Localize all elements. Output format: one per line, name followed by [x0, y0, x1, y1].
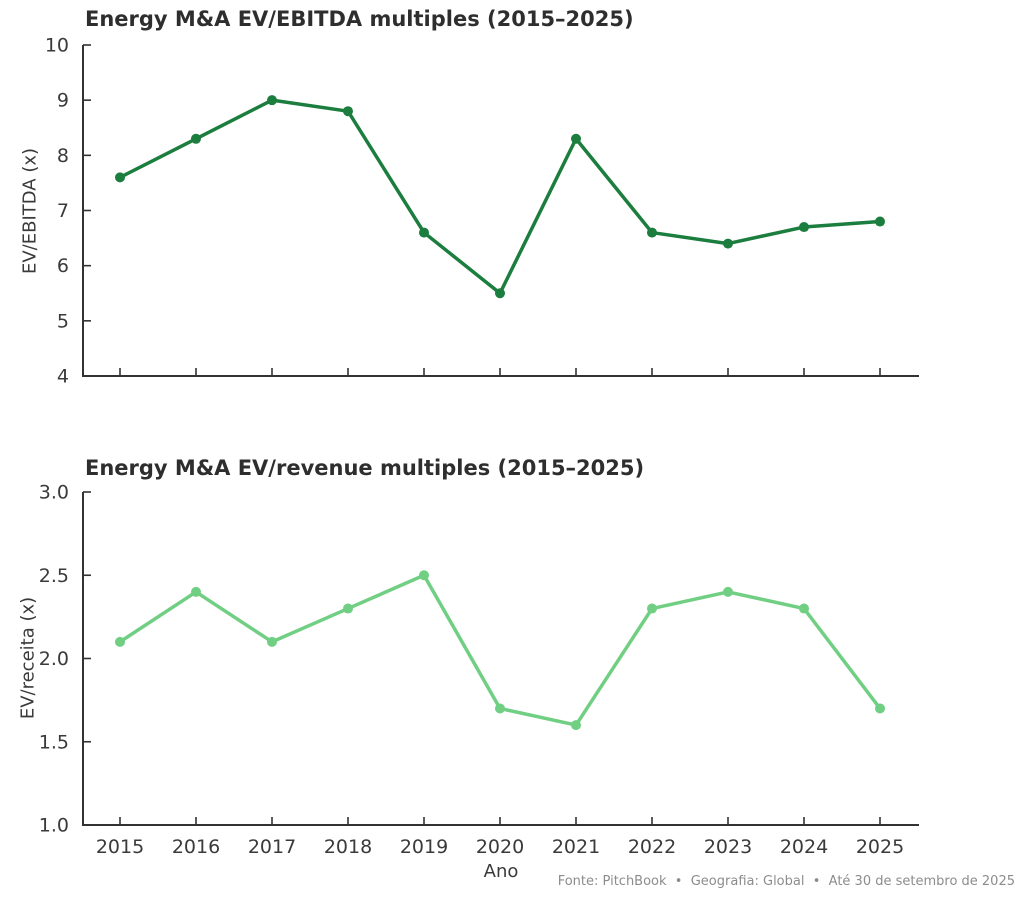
data-point-marker — [115, 636, 125, 647]
y-tick-label: 1.5 — [39, 731, 69, 753]
data-point-marker — [875, 216, 885, 227]
revenue-chart-plot: 1.0 1.5 2.0 2.5 3.0 2015 2016 2017 2018 2019 2020 2… — [39, 482, 919, 858]
revenue-chart-title: Energy M&A EV/revenue multiples (2015–20… — [85, 456, 645, 480]
data-point-marker — [115, 172, 125, 183]
data-point-marker — [799, 603, 809, 614]
data-point-marker — [647, 227, 657, 238]
data-point-marker — [799, 222, 809, 233]
x-tick-label: 2025 — [856, 836, 904, 858]
data-point-marker — [191, 133, 201, 144]
y-tick-label: 5 — [57, 310, 69, 332]
data-point-marker — [419, 570, 429, 581]
data-point-marker — [647, 603, 657, 614]
data-point-marker — [419, 227, 429, 238]
x-tick-label: 2019 — [400, 836, 448, 858]
revenue-y-axis-label: EV/receita (x) — [17, 596, 39, 720]
y-tick-label: 2.0 — [39, 648, 69, 670]
data-point-marker — [571, 133, 581, 144]
x-tick-label: 2016 — [172, 836, 220, 858]
y-tick-label: 3.0 — [39, 482, 69, 504]
data-point-marker — [191, 586, 201, 597]
y-tick-label: 8 — [57, 145, 69, 167]
x-tick-label: 2020 — [476, 836, 524, 858]
data-point-marker — [723, 238, 733, 249]
y-tick-label: 2.5 — [39, 565, 69, 587]
data-point-marker — [343, 106, 353, 117]
y-tick-label: 6 — [57, 255, 69, 277]
x-tick-label: 2023 — [704, 836, 752, 858]
x-tick-label: 2024 — [780, 836, 828, 858]
y-tick-label: 9 — [57, 90, 69, 112]
source-footnote: Fonte: PitchBook • Geografia: Global • A… — [557, 874, 1015, 889]
series-line — [118, 98, 882, 295]
data-point-marker — [495, 703, 505, 714]
x-tick-label: 2015 — [96, 836, 144, 858]
ebitda-chart-plot: 4 5 6 7 8 9 10 — [45, 35, 919, 388]
data-point-marker — [571, 720, 581, 731]
x-axis-label: Ano — [483, 861, 519, 882]
series-line — [118, 573, 882, 727]
data-point-marker — [875, 703, 885, 714]
data-point-marker — [267, 95, 277, 106]
data-point-marker — [723, 586, 733, 597]
x-tick-label: 2022 — [628, 836, 676, 858]
data-point-marker — [343, 603, 353, 614]
data-point-marker — [267, 636, 277, 647]
x-tick-label: 2018 — [324, 836, 372, 858]
x-tick-label: 2017 — [248, 836, 296, 858]
x-tick-label: 2021 — [552, 836, 600, 858]
y-tick-label: 1.0 — [39, 815, 69, 837]
y-tick-label: 4 — [57, 366, 69, 388]
ebitda-chart-title: Energy M&A EV/EBITDA multiples (2015–202… — [85, 7, 634, 31]
y-tick-label: 7 — [57, 200, 69, 222]
ebitda-y-axis-label: EV/EBITDA (x) — [19, 147, 41, 275]
data-point-marker — [495, 288, 505, 299]
y-tick-label: 10 — [45, 35, 69, 57]
